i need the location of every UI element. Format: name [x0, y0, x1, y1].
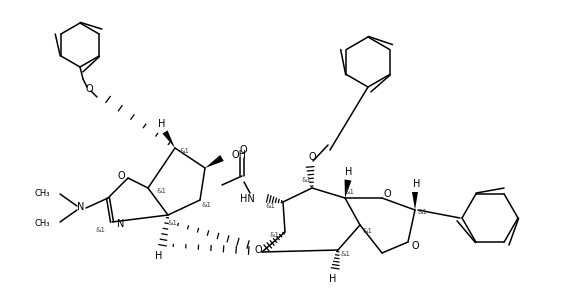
- Text: CH₃: CH₃: [35, 188, 50, 197]
- Text: &1: &1: [266, 203, 276, 209]
- Text: O: O: [117, 171, 125, 181]
- Text: &1: &1: [363, 228, 373, 234]
- Text: O: O: [383, 189, 391, 199]
- Text: H: H: [346, 167, 353, 177]
- Text: &1: &1: [95, 227, 105, 233]
- Text: &1: &1: [341, 251, 351, 257]
- Text: &1: &1: [302, 177, 312, 183]
- Text: H: H: [158, 119, 166, 129]
- Text: &1: &1: [418, 209, 428, 215]
- Text: O: O: [254, 245, 262, 255]
- Polygon shape: [162, 130, 175, 148]
- Polygon shape: [412, 192, 418, 210]
- Text: H: H: [156, 251, 162, 261]
- Text: CH₃: CH₃: [35, 218, 50, 228]
- Polygon shape: [344, 180, 351, 198]
- Text: HN: HN: [240, 194, 255, 204]
- Text: O: O: [85, 84, 93, 94]
- Text: O: O: [239, 145, 247, 155]
- Polygon shape: [205, 155, 223, 168]
- Text: O: O: [308, 152, 316, 162]
- Text: &1: &1: [202, 202, 212, 208]
- Text: &1: &1: [270, 232, 280, 238]
- Text: &1: &1: [345, 189, 355, 195]
- Text: H: H: [414, 179, 420, 189]
- Text: N: N: [118, 219, 124, 229]
- Text: &1: &1: [180, 148, 190, 154]
- Text: OH: OH: [232, 150, 247, 160]
- Text: &1: &1: [168, 220, 178, 226]
- Text: O: O: [411, 241, 419, 251]
- Text: H: H: [329, 274, 337, 284]
- Text: N: N: [77, 202, 85, 212]
- Text: &1: &1: [157, 188, 167, 194]
